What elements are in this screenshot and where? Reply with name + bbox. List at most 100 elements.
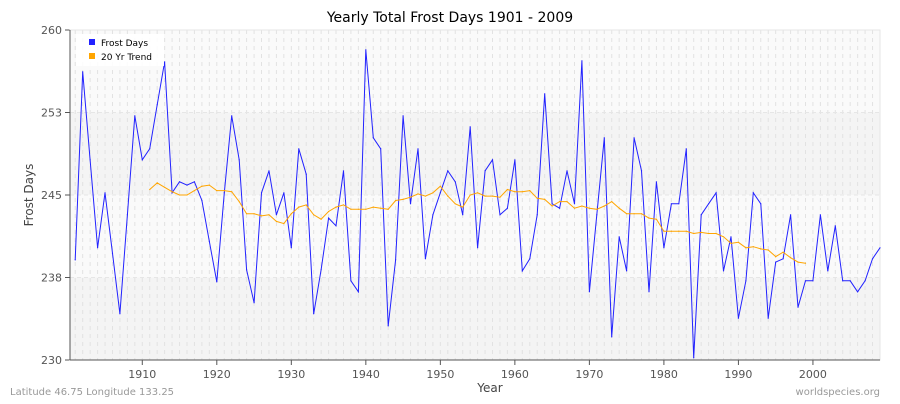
frost-days-point — [387, 325, 389, 327]
frost-days-point — [767, 317, 769, 319]
trend-point — [603, 205, 605, 207]
frost-days-point — [447, 170, 449, 172]
frost-days-point — [186, 184, 188, 186]
trend-point — [290, 213, 292, 215]
frost-days-point — [678, 203, 680, 205]
trend-point — [275, 220, 278, 222]
trend-point — [186, 194, 188, 196]
trend-point — [581, 205, 583, 207]
frost-days-point — [506, 207, 509, 209]
x-tick-label: 1990 — [724, 368, 752, 381]
frost-days-point — [700, 214, 702, 216]
frost-days-point — [290, 247, 292, 249]
trend-point — [640, 213, 643, 215]
trend-point — [335, 206, 337, 208]
frost-days-point — [126, 214, 128, 216]
frost-days-point — [618, 236, 620, 238]
trend-point — [737, 241, 740, 243]
frost-days-point — [164, 61, 166, 63]
frost-days-point — [827, 270, 829, 272]
trend-point — [715, 232, 717, 235]
frost-days-point — [82, 71, 84, 73]
trend-point — [700, 231, 702, 233]
y-tick-label: 260 — [41, 24, 62, 37]
y-tick-label: 238 — [41, 272, 62, 285]
trend-point — [499, 196, 501, 198]
frost-days-point — [231, 115, 233, 117]
frost-days-point — [648, 291, 650, 293]
frost-days-point — [350, 280, 352, 282]
frost-days-point — [722, 270, 725, 272]
frost-days-point — [581, 60, 583, 62]
frost-days-point — [663, 247, 665, 249]
x-tick-label: 1940 — [352, 368, 380, 381]
trend-point — [432, 192, 434, 194]
trend-point — [730, 242, 732, 244]
frost-days-point — [104, 192, 106, 194]
trend-point — [469, 194, 471, 196]
trend-point — [626, 213, 628, 215]
frost-days-point — [342, 170, 345, 172]
frost-days-point — [246, 269, 248, 271]
trend-point — [767, 249, 769, 251]
frost-days-point — [730, 236, 732, 238]
frost-days-point — [260, 192, 263, 194]
frost-days-point — [551, 203, 553, 205]
trend-point — [491, 195, 494, 197]
trend-point — [164, 186, 166, 188]
trend-point — [521, 191, 523, 193]
frost-days-point — [223, 192, 225, 194]
trend-point — [529, 190, 531, 192]
trend-point — [178, 194, 181, 196]
trend-point — [655, 218, 658, 220]
trend-point — [789, 257, 792, 259]
trend-point — [357, 208, 359, 210]
frost-days-point — [566, 170, 568, 172]
trend-point — [387, 208, 389, 210]
trend-point — [380, 207, 382, 209]
x-tick-label: 1930 — [277, 368, 305, 381]
frost-days-point — [365, 49, 367, 51]
legend-swatch-trend — [89, 53, 95, 59]
trend-point — [745, 247, 747, 249]
frost-days-point — [775, 261, 777, 263]
frost-days-point — [201, 199, 203, 202]
frost-days-point — [857, 291, 859, 293]
trend-point — [409, 196, 412, 198]
trend-point — [633, 213, 635, 215]
trend-point — [231, 191, 233, 193]
frost-days-point — [305, 173, 307, 175]
frost-days-point — [804, 280, 807, 282]
x-tick-label: 1920 — [203, 368, 231, 381]
trend-point — [439, 185, 441, 187]
frost-days-point — [193, 181, 196, 183]
legend-swatch-frost-days — [89, 39, 95, 45]
trend-point — [223, 190, 225, 192]
trend-point — [193, 190, 196, 192]
trend-point — [573, 207, 576, 209]
frost-days-point — [454, 181, 456, 183]
frost-days-point — [834, 225, 836, 227]
frost-days-point — [484, 170, 486, 172]
trend-point — [648, 217, 650, 219]
frost-days-point — [626, 270, 628, 272]
trend-point — [596, 208, 598, 210]
trend-point — [313, 214, 315, 216]
frost-days-point — [879, 247, 881, 249]
trend-point — [156, 182, 158, 184]
y-tick-label: 230 — [41, 354, 62, 367]
trend-point — [566, 201, 568, 203]
frost-days-point — [670, 203, 672, 205]
frost-days-point — [558, 207, 561, 209]
frost-days-point — [417, 148, 419, 150]
trend-point — [246, 213, 248, 215]
trend-point — [708, 232, 710, 235]
frost-days-point — [544, 93, 546, 95]
trend-point — [342, 204, 345, 206]
trend-point — [402, 198, 404, 200]
frost-days-point — [603, 137, 605, 139]
legend-label-trend: 20 Yr Trend — [101, 53, 152, 63]
x-axis-label: Year — [476, 381, 502, 395]
trend-point — [268, 214, 270, 216]
